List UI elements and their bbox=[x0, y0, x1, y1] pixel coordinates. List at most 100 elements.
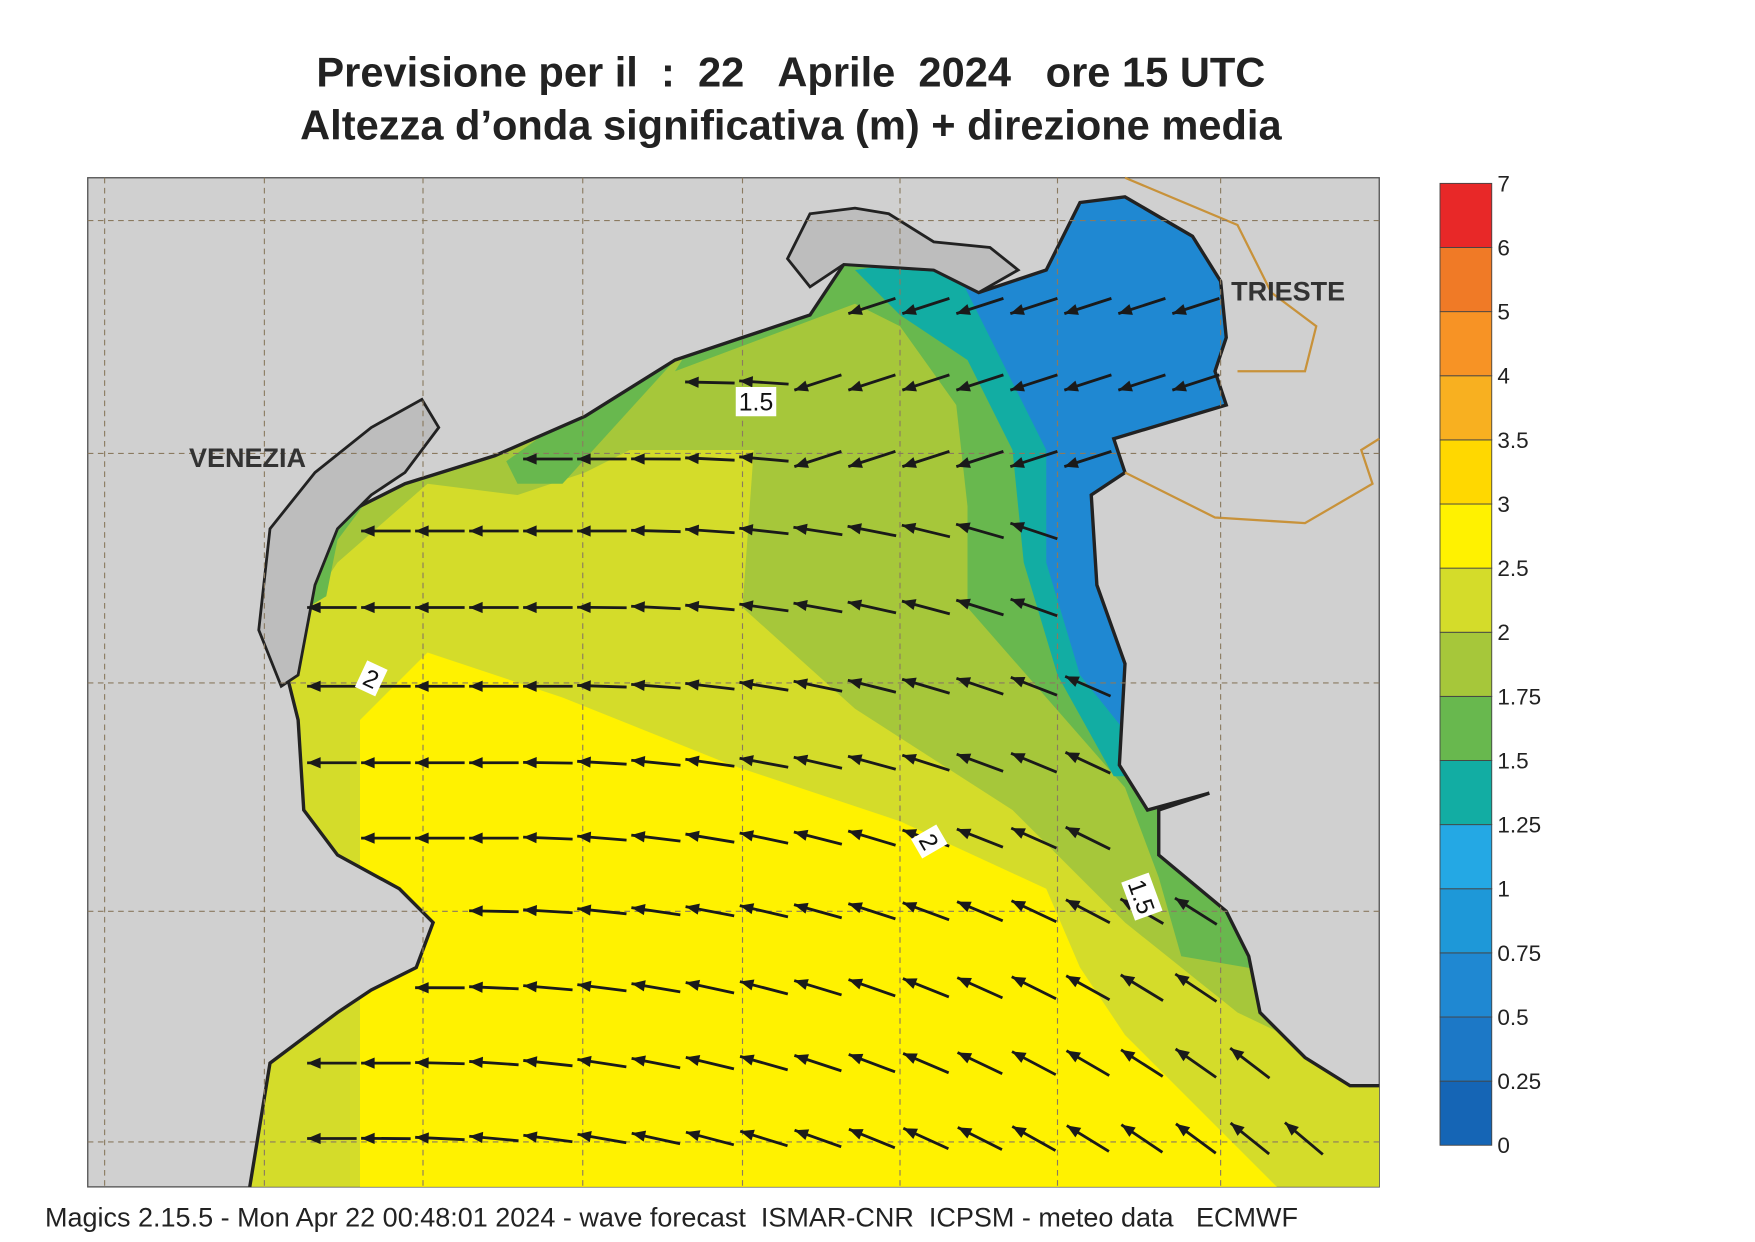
grid-lines bbox=[87, 177, 1380, 1187]
title: Previsione per il : 22 Aprile 2024 ore 1… bbox=[316, 49, 1265, 96]
arrow-head bbox=[794, 1054, 809, 1065]
arrow-head bbox=[1011, 828, 1026, 839]
arrow-head bbox=[1010, 380, 1025, 392]
arrow-head bbox=[739, 755, 754, 767]
arrow-head bbox=[1284, 1122, 1299, 1136]
arrow-head bbox=[307, 601, 321, 614]
arrow-head bbox=[577, 1055, 592, 1067]
arrow-head bbox=[631, 1055, 646, 1067]
colorbar-segment bbox=[1439, 247, 1493, 313]
colorbar-segment bbox=[1439, 503, 1493, 569]
arrow-head bbox=[956, 457, 971, 468]
arrow-head bbox=[523, 904, 537, 917]
arrow-head bbox=[685, 524, 700, 536]
arrow-head bbox=[685, 830, 700, 842]
arrow-head bbox=[1064, 304, 1079, 315]
arrow-head bbox=[1010, 522, 1025, 533]
arrow-head bbox=[957, 977, 972, 989]
arrow-head bbox=[739, 903, 755, 915]
arrow-head bbox=[1010, 676, 1026, 688]
arrow-head bbox=[1121, 1049, 1136, 1062]
arrow-head bbox=[794, 457, 809, 468]
arrow-head bbox=[739, 600, 754, 612]
arrow-head bbox=[1011, 1051, 1027, 1063]
arrow-head bbox=[957, 1052, 973, 1064]
arrow-head bbox=[848, 829, 863, 841]
arrow-head bbox=[415, 680, 429, 692]
colorbar-segment bbox=[1439, 952, 1493, 1018]
arrow-head bbox=[631, 601, 645, 613]
arrow-head bbox=[631, 980, 646, 992]
colorbar-label: 0.25 bbox=[1497, 1069, 1541, 1094]
arrow-head bbox=[793, 599, 808, 612]
arrow-head bbox=[307, 1057, 321, 1069]
arrow-head bbox=[415, 525, 429, 537]
arrow-head bbox=[793, 523, 808, 535]
colorbar-segment bbox=[1439, 1016, 1493, 1082]
arrow-head bbox=[1174, 898, 1190, 910]
arrow-head bbox=[956, 828, 972, 840]
arrow-head bbox=[523, 453, 537, 465]
arrow-head bbox=[469, 1131, 484, 1144]
arrow-head bbox=[793, 678, 808, 690]
arrow-head bbox=[361, 525, 375, 537]
arrow-head bbox=[1011, 976, 1027, 988]
arrow-head bbox=[956, 380, 971, 392]
coastline bbox=[248, 195, 1380, 1188]
arrow-head bbox=[523, 525, 537, 537]
colorbar-label: 3 bbox=[1497, 492, 1510, 517]
arrow-head bbox=[848, 380, 863, 392]
arrow-head bbox=[1175, 974, 1190, 987]
arrow-head bbox=[631, 679, 646, 692]
direction-arrows bbox=[307, 297, 1324, 1156]
colorbar-label: 2 bbox=[1497, 620, 1510, 645]
arrow-head bbox=[523, 1131, 538, 1143]
colorbar-label: 0.75 bbox=[1497, 941, 1541, 966]
arrow-head bbox=[902, 677, 917, 689]
arrow-head bbox=[361, 1132, 375, 1145]
arrow-head bbox=[1011, 753, 1026, 764]
arrow-head bbox=[577, 601, 591, 614]
arrow-head bbox=[847, 678, 863, 689]
arrow-head bbox=[469, 525, 483, 537]
colorbar-label: 1 bbox=[1497, 877, 1510, 902]
arrow-head bbox=[902, 902, 918, 913]
arrow-head bbox=[361, 601, 375, 614]
subtitle: Altezza d’onda significativa (m) + direz… bbox=[300, 102, 1282, 149]
arrow-head bbox=[739, 452, 754, 464]
arrow-head bbox=[307, 680, 321, 692]
arrow-head bbox=[957, 901, 972, 913]
arrow-head bbox=[685, 903, 700, 915]
arrow-head bbox=[739, 979, 755, 991]
arrow-head bbox=[1120, 974, 1136, 987]
colorbar-segment bbox=[1439, 824, 1493, 890]
arrow-head bbox=[956, 598, 971, 610]
arrow-head bbox=[739, 678, 754, 691]
arrow-head bbox=[1065, 827, 1081, 839]
arrow-head bbox=[956, 522, 971, 534]
arrow-head bbox=[415, 982, 429, 994]
arrow-head bbox=[848, 457, 863, 468]
arrow-head bbox=[1230, 1048, 1245, 1061]
colorbar: 0 0.25 0.5 0.75 1 1.25 1.5 1.75 2 2.5 3 3.5 4 5 6 7 bbox=[1439, 171, 1541, 1158]
arrow-head bbox=[901, 522, 917, 534]
arrow-head bbox=[577, 1131, 592, 1143]
arrow-head bbox=[956, 677, 972, 688]
arrow-head bbox=[1011, 900, 1027, 912]
arrow-head bbox=[848, 754, 863, 766]
arrow-head bbox=[848, 902, 863, 914]
arrow-head bbox=[577, 453, 591, 465]
arrow-head bbox=[848, 1053, 864, 1065]
contour-value: 1.5 bbox=[739, 390, 773, 417]
arrow-head bbox=[577, 980, 592, 992]
arrow-head bbox=[1065, 752, 1081, 764]
arrow-head bbox=[1010, 598, 1026, 609]
arrow-head bbox=[469, 757, 483, 769]
colorbar-segment bbox=[1439, 375, 1493, 441]
label-box bbox=[910, 824, 948, 859]
arrow-head bbox=[631, 1130, 647, 1142]
colorbar-segment bbox=[1439, 182, 1493, 248]
arrow-head bbox=[1066, 1050, 1081, 1063]
border-line bbox=[1124, 176, 1380, 525]
